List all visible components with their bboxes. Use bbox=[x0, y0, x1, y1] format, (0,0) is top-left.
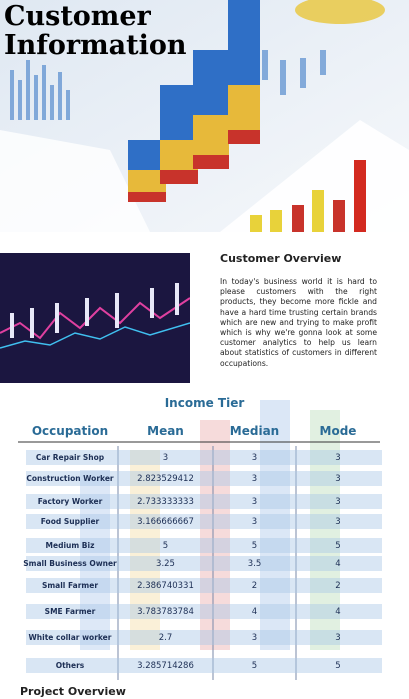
footer-heading: Project Overview bbox=[20, 685, 126, 698]
occupation-cell: Small Business Owner bbox=[23, 559, 117, 568]
row-band bbox=[26, 450, 382, 465]
value-cell: 4 bbox=[335, 607, 341, 617]
occupation-cell: SME Farmer bbox=[44, 607, 96, 616]
occupation-cell: Car Repair Shop bbox=[35, 453, 105, 462]
occupation-cell: Food Supplier bbox=[40, 517, 100, 526]
occupation-cell: Medium Biz bbox=[45, 541, 95, 550]
overview-image bbox=[0, 253, 190, 383]
row-band bbox=[26, 471, 382, 486]
value-cell: 3.25 bbox=[156, 559, 175, 569]
table-background bbox=[18, 400, 380, 680]
value-cell: 2 bbox=[251, 581, 258, 591]
row-band bbox=[26, 604, 382, 619]
page-title: Customer Information bbox=[4, 1, 187, 61]
value-cell: 3 bbox=[335, 453, 341, 463]
value-cell: 2.823529412 bbox=[137, 474, 194, 484]
column-header: Mode bbox=[319, 424, 357, 438]
value-cell: 3 bbox=[335, 497, 341, 507]
value-cell: 3 bbox=[251, 633, 258, 643]
hero-image bbox=[0, 0, 409, 232]
row-band bbox=[26, 494, 382, 509]
occupation-cell: Others bbox=[55, 661, 85, 670]
value-cell: 3.285714286 bbox=[137, 661, 194, 671]
row-band bbox=[26, 578, 382, 593]
value-cell: 2 bbox=[335, 581, 341, 591]
value-cell: 5 bbox=[251, 541, 258, 551]
value-cell: 3 bbox=[162, 453, 169, 463]
value-cell: 5 bbox=[251, 661, 258, 671]
row-band bbox=[26, 658, 382, 673]
value-cell: 3 bbox=[335, 633, 341, 643]
value-cell: 3 bbox=[251, 453, 258, 463]
value-cell: 3 bbox=[335, 517, 341, 527]
value-cell: 4 bbox=[335, 559, 341, 569]
value-cell: 5 bbox=[335, 661, 341, 671]
row-band bbox=[26, 514, 382, 529]
occupation-cell: Factory Worker bbox=[37, 497, 103, 506]
row-band bbox=[26, 556, 382, 571]
value-cell: 3 bbox=[335, 474, 341, 484]
value-cell: 2.386740331 bbox=[137, 581, 194, 591]
column-header: Median bbox=[229, 424, 280, 438]
row-band bbox=[26, 630, 382, 645]
value-cell: 3 bbox=[251, 474, 258, 484]
occupation-cell: Construction Worker bbox=[26, 474, 114, 483]
value-cell: 3.5 bbox=[247, 559, 262, 569]
value-cell: 3 bbox=[251, 517, 258, 527]
value-cell: 3 bbox=[251, 497, 258, 507]
row-band bbox=[26, 538, 382, 553]
column-header: Mean bbox=[147, 424, 184, 438]
occupation-cell: White collar worker bbox=[28, 633, 112, 642]
column-header: Occupation bbox=[31, 424, 109, 438]
value-cell: 5 bbox=[335, 541, 341, 551]
value-cell: 3.166666667 bbox=[137, 517, 194, 527]
value-cell: 3.783783784 bbox=[137, 607, 194, 617]
overview-text: In today's business world it is hard to … bbox=[220, 277, 377, 368]
value-cell: 2.7 bbox=[158, 633, 173, 643]
value-cell: 5 bbox=[162, 541, 169, 551]
value-cell: 2.733333333 bbox=[137, 497, 194, 507]
overview-heading: Customer Overview bbox=[220, 252, 342, 265]
table-title: Income Tier bbox=[164, 396, 245, 410]
value-cell: 4 bbox=[251, 607, 258, 617]
occupation-cell: Small Farmer bbox=[41, 581, 99, 590]
